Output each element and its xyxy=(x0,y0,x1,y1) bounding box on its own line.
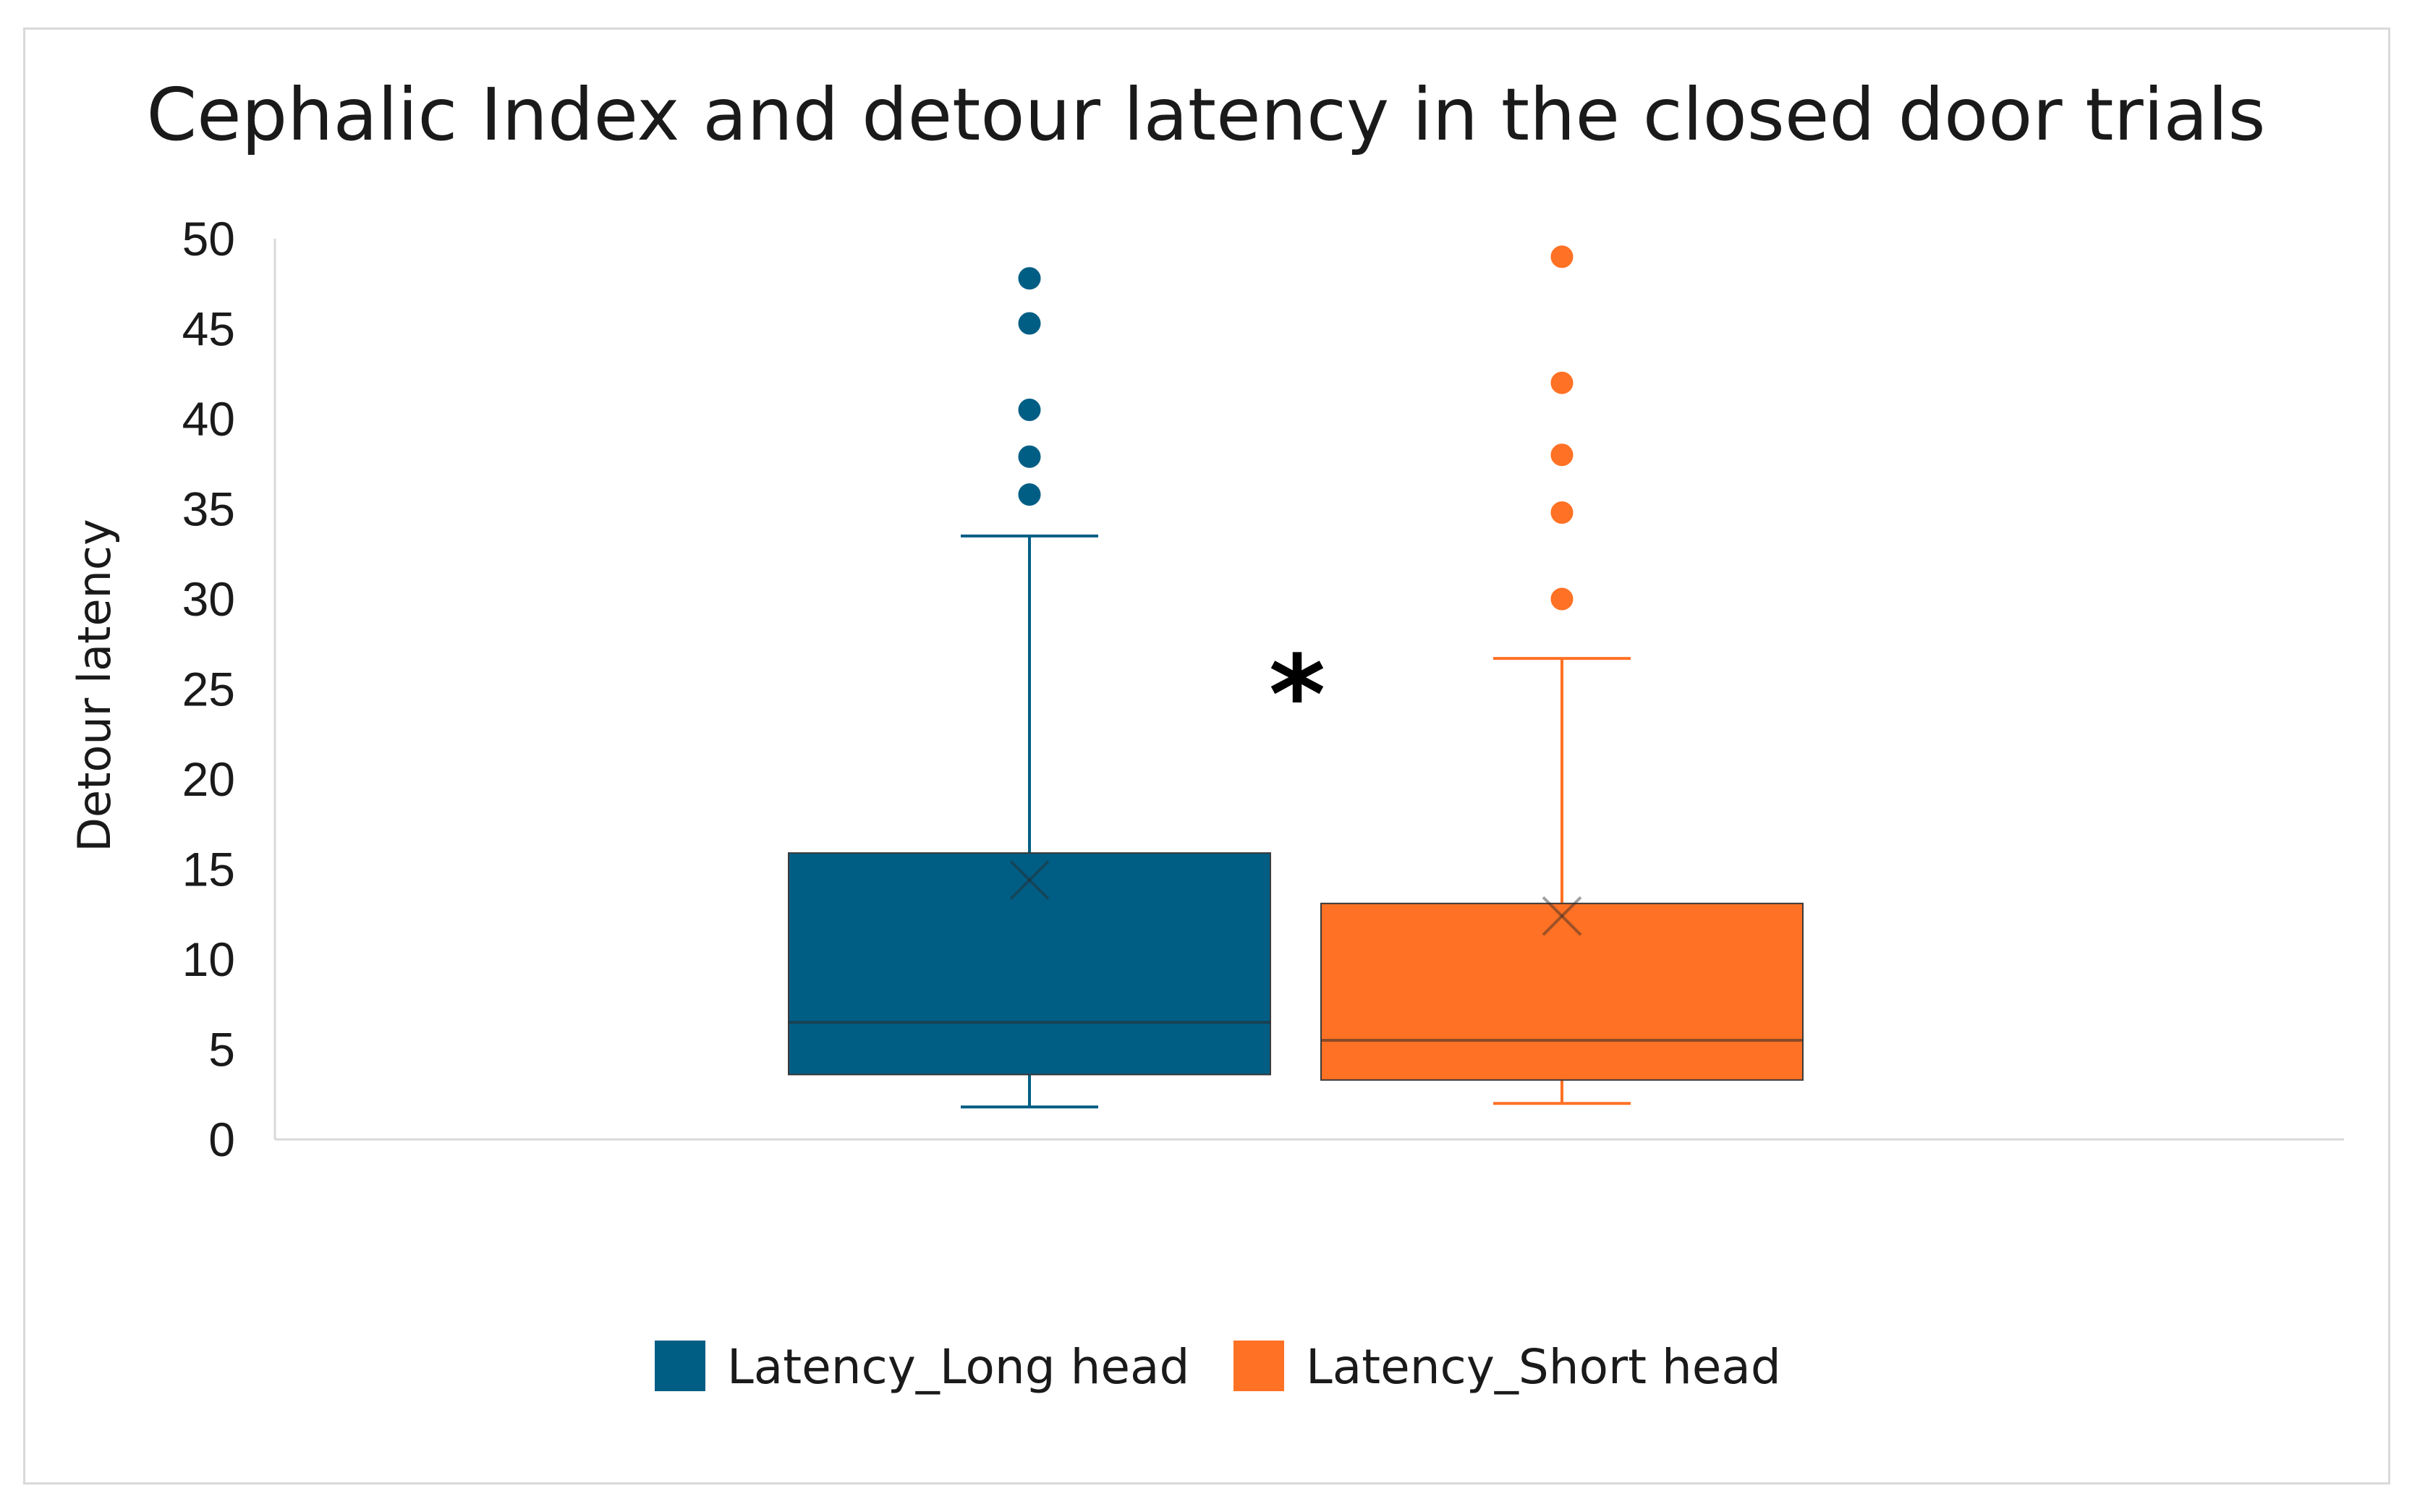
box-series xyxy=(788,267,1271,1109)
significance-annotation: * xyxy=(1269,633,1325,759)
legend-label: Latency_Long head xyxy=(727,1339,1189,1395)
y-tick-label: 15 xyxy=(182,843,235,896)
outlier-point xyxy=(1018,267,1041,290)
iqr-box xyxy=(788,852,1271,1076)
y-tick-labels: 0 5 10 15 20 25 30 35 40 45 50 xyxy=(182,212,235,1166)
y-axis-title: Detour latency xyxy=(68,519,121,851)
outlier-point xyxy=(1550,501,1574,524)
chart-frame xyxy=(23,27,2390,1485)
y-tick-label: 5 xyxy=(208,1023,235,1076)
iqr-box xyxy=(1320,902,1804,1081)
box-series xyxy=(1320,245,1804,1105)
y-tick-label: 20 xyxy=(182,752,235,806)
y-tick-label: 40 xyxy=(182,392,235,446)
boxes xyxy=(788,245,1804,1109)
y-tick-label: 30 xyxy=(182,572,235,626)
outlier-point xyxy=(1018,483,1041,506)
outlier-point xyxy=(1550,443,1574,467)
chart-title: Cephalic Index and detour latency in the… xyxy=(146,72,2266,157)
legend: Latency_Long head Latency_Short head xyxy=(655,1339,1781,1395)
mean-marker xyxy=(1542,896,1582,936)
mean-marker xyxy=(1009,860,1050,900)
y-tick-label: 0 xyxy=(208,1113,235,1166)
outlier-point xyxy=(1018,399,1041,422)
mean-marker xyxy=(1009,860,1050,900)
axes xyxy=(273,239,2344,1141)
legend-swatch xyxy=(1233,1341,1284,1391)
y-tick-label: 50 xyxy=(182,212,235,266)
mean-marker xyxy=(1542,896,1582,936)
y-tick-label: 45 xyxy=(182,302,235,356)
y-tick-label: 25 xyxy=(182,663,235,716)
y-tick-label: 10 xyxy=(182,933,235,986)
y-tick-label: 35 xyxy=(182,483,235,536)
legend-label: Latency_Short head xyxy=(1306,1339,1781,1395)
outlier-point xyxy=(1018,312,1041,335)
outlier-point xyxy=(1550,245,1574,268)
legend-swatch xyxy=(655,1341,705,1391)
outlier-point xyxy=(1550,371,1574,394)
outlier-point xyxy=(1550,587,1574,611)
outlier-point xyxy=(1018,445,1041,468)
